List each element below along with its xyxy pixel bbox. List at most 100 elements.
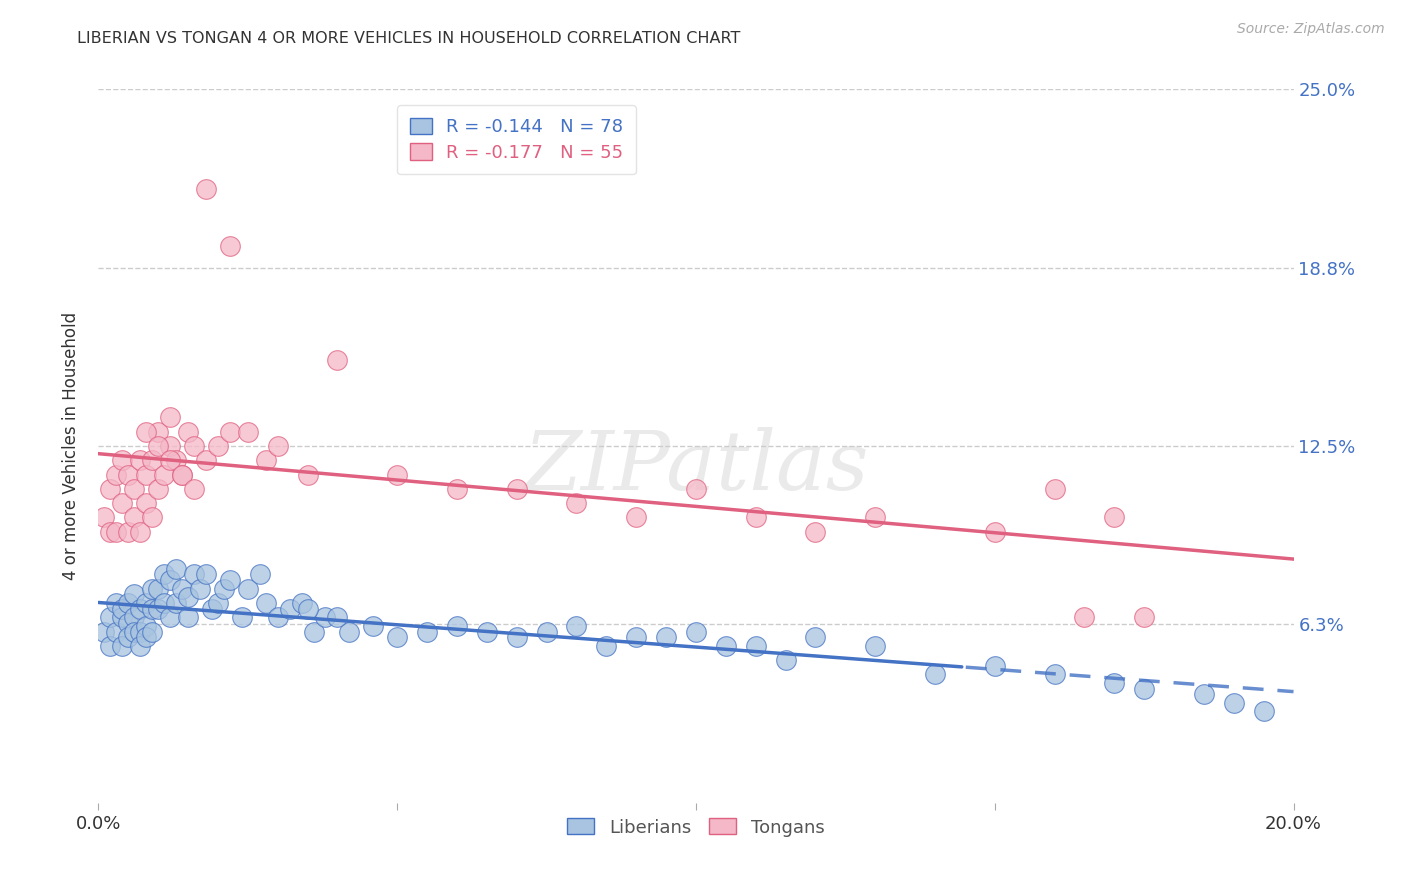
Point: [219, 239, 242, 253]
Point: [297, 601, 319, 615]
Point: [129, 624, 152, 639]
Point: [804, 524, 827, 539]
Point: [165, 453, 187, 467]
Point: [1192, 687, 1215, 701]
Point: [207, 596, 229, 610]
Point: [236, 425, 259, 439]
Point: [111, 639, 134, 653]
Point: [195, 182, 218, 196]
Point: [117, 615, 139, 630]
Point: [159, 573, 181, 587]
Point: [135, 619, 157, 633]
Point: [278, 601, 301, 615]
Point: [231, 610, 253, 624]
Point: [172, 582, 194, 596]
Point: [105, 524, 128, 539]
Point: [219, 425, 242, 439]
Point: [506, 630, 529, 644]
Point: [595, 639, 617, 653]
Point: [195, 567, 218, 582]
Point: [446, 482, 468, 496]
Point: [326, 353, 349, 368]
Text: Source: ZipAtlas.com: Source: ZipAtlas.com: [1237, 22, 1385, 37]
Point: [148, 482, 170, 496]
Point: [506, 482, 529, 496]
Point: [105, 596, 128, 610]
Point: [685, 624, 707, 639]
Point: [207, 439, 229, 453]
Point: [105, 624, 128, 639]
Point: [385, 467, 409, 482]
Point: [201, 601, 224, 615]
Point: [1133, 681, 1156, 696]
Point: [249, 567, 271, 582]
Point: [984, 524, 1007, 539]
Point: [148, 425, 170, 439]
Text: LIBERIAN VS TONGAN 4 OR MORE VEHICLES IN HOUSEHOLD CORRELATION CHART: LIBERIAN VS TONGAN 4 OR MORE VEHICLES IN…: [77, 31, 741, 46]
Point: [1133, 610, 1156, 624]
Point: [177, 610, 200, 624]
Point: [195, 453, 218, 467]
Point: [804, 630, 827, 644]
Point: [111, 601, 134, 615]
Point: [172, 467, 194, 482]
Point: [148, 439, 170, 453]
Point: [98, 482, 122, 496]
Point: [141, 601, 163, 615]
Point: [363, 619, 385, 633]
Point: [159, 610, 181, 624]
Point: [98, 524, 122, 539]
Point: [129, 453, 152, 467]
Point: [219, 573, 242, 587]
Point: [685, 482, 707, 496]
Point: [148, 582, 170, 596]
Point: [297, 467, 319, 482]
Point: [775, 653, 797, 667]
Point: [117, 467, 139, 482]
Point: [291, 596, 314, 610]
Point: [626, 510, 648, 524]
Point: [1223, 696, 1246, 710]
Point: [1253, 705, 1275, 719]
Point: [1043, 667, 1066, 681]
Point: [165, 562, 187, 576]
Point: [326, 610, 349, 624]
Text: ZIPatlas: ZIPatlas: [523, 427, 869, 508]
Point: [1073, 610, 1095, 624]
Point: [745, 639, 768, 653]
Point: [416, 624, 439, 639]
Point: [129, 524, 152, 539]
Point: [141, 582, 163, 596]
Point: [129, 601, 152, 615]
Point: [165, 596, 187, 610]
Point: [124, 510, 146, 524]
Point: [236, 582, 259, 596]
Point: [124, 587, 146, 601]
Point: [183, 439, 205, 453]
Point: [98, 639, 122, 653]
Point: [93, 624, 115, 639]
Point: [135, 630, 157, 644]
Point: [475, 624, 498, 639]
Point: [177, 425, 200, 439]
Point: [124, 482, 146, 496]
Point: [159, 410, 181, 425]
Point: [267, 610, 290, 624]
Point: [111, 610, 134, 624]
Point: [565, 619, 588, 633]
Point: [105, 467, 128, 482]
Point: [135, 496, 157, 510]
Point: [254, 453, 277, 467]
Point: [141, 624, 163, 639]
Point: [267, 439, 290, 453]
Point: [183, 567, 205, 582]
Point: [865, 639, 887, 653]
Point: [212, 582, 235, 596]
Point: [183, 482, 205, 496]
Point: [135, 425, 157, 439]
Point: [117, 630, 139, 644]
Point: [1104, 510, 1126, 524]
Point: [984, 658, 1007, 673]
Point: [446, 619, 468, 633]
Point: [565, 496, 588, 510]
